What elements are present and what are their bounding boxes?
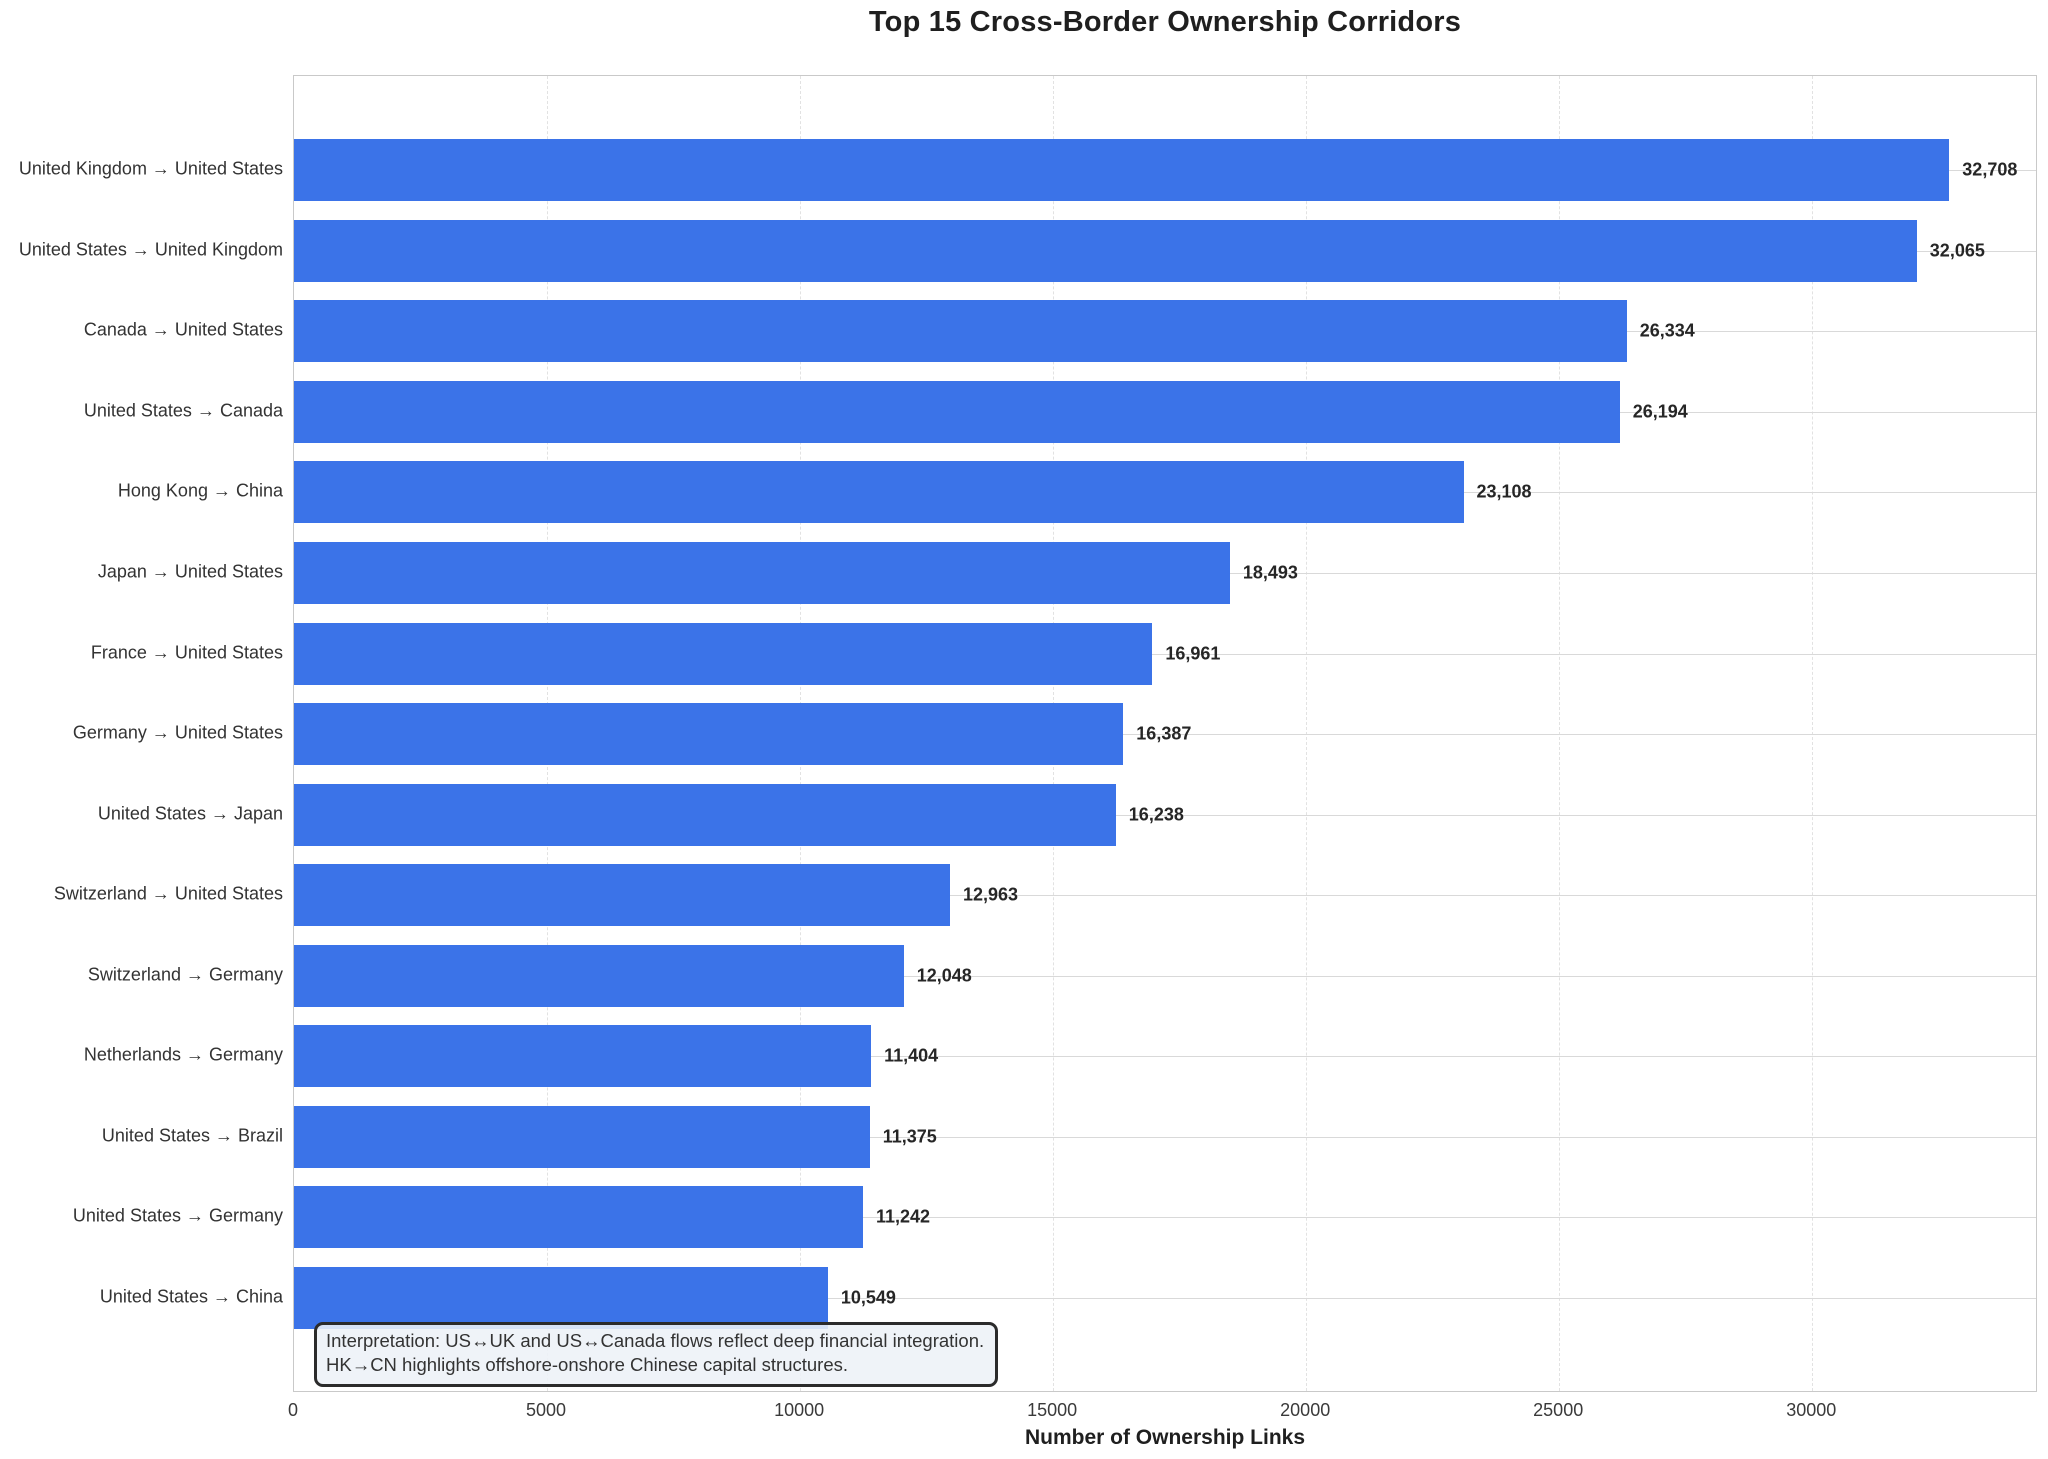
v-gridline [1306,76,1308,1391]
bar-value-label: 11,242 [876,1206,931,1227]
y-axis-category-label: Netherlands → Germany [83,1044,283,1065]
bar [294,1186,863,1249]
bar-value-label: 10,549 [840,1287,896,1308]
bar [294,139,1950,202]
bar [294,944,904,1007]
bar-value-label: 16,387 [1136,723,1192,744]
bar-value-label: 12,963 [963,884,1019,905]
x-axis-tick-labels: 0 5000 10000 15000 20000 25000 30000 [288,1400,2037,1428]
v-gridline [1812,76,1814,1391]
bar [294,622,1153,685]
bar-value-label: 11,375 [882,1126,937,1147]
bar [294,783,1116,846]
h-gridline [294,1136,2036,1138]
y-axis-category-label: Japan → United States [97,561,283,582]
bar-value-label: 23,108 [1476,481,1532,502]
annotation-line-2: HK→CN highlights offshore-onshore Chines… [326,1354,849,1376]
annotation-line-1: Interpretation: US↔UK and US↔Canada flow… [326,1330,985,1351]
y-axis-category-label: United States → Germany [72,1205,283,1226]
h-gridline [294,653,2036,655]
bar-value-label: 26,334 [1639,320,1695,341]
y-axis-category-label: Switzerland → Germany [87,964,283,985]
bar-value-label: 11,404 [884,1045,939,1066]
bar [294,541,1230,604]
y-axis-category-label: France → United States [90,642,283,662]
bar [294,1105,870,1168]
y-axis-category-label: United States → Brazil [101,1125,283,1146]
bar [294,300,1627,363]
y-axis-category-label: United States → Japan [97,803,283,823]
x-tick-label: 10000 [774,1400,825,1420]
bar-value-label: 32,708 [1962,159,2018,180]
bar [294,219,1917,282]
bar-value-label: 16,238 [1128,804,1184,824]
bar [294,1025,872,1088]
y-axis-category-label: United Kingdom → United States [18,158,283,179]
y-axis-category-label: United States → United Kingdom [18,239,283,260]
bar [294,703,1124,765]
bar-value-label: 12,048 [916,965,972,986]
y-axis-category-labels: United Kingdom → United States United Sta… [0,75,283,1392]
bar-value-label: 26,194 [1632,401,1688,422]
x-tick-label: 5000 [525,1400,567,1420]
x-tick-label: 30000 [1786,1400,1837,1420]
bar-value-label: 18,493 [1242,562,1298,583]
h-gridline [294,734,2036,735]
x-axis-label: Number of Ownership Links [1024,1426,1306,1449]
y-axis-category-label: Canada → United States [83,319,283,340]
h-gridline [294,1056,2036,1058]
bar [294,864,950,927]
plot-area: 32,708 32,065 26,334 26,194 23,108 18,493 16,9… [293,75,2037,1392]
y-axis-category-label: Hong Kong → China [117,480,283,501]
h-gridline [294,975,2036,977]
bar-value-label: 16,961 [1165,643,1221,663]
y-axis-category-label: Switzerland → United States [53,883,283,904]
annotation-box: Interpretation: US↔UK and US↔Canada flow… [314,1322,999,1387]
h-gridline [294,895,2036,897]
x-tick-label: 0 [287,1400,299,1420]
bar-value-label: 32,065 [1929,240,1985,261]
h-gridline [294,1217,2036,1219]
v-gridline [1559,76,1561,1391]
y-axis-category-label: United States → Canada [83,400,283,421]
x-tick-label: 20000 [1280,1400,1331,1420]
bar [294,380,1620,443]
h-gridline [294,1297,2036,1299]
y-axis-category-label: United States → China [99,1286,283,1307]
y-axis-category-label: Germany → United States [72,722,283,743]
x-tick-label: 15000 [1027,1400,1078,1420]
chart-title: Top 15 Cross-Border Ownership Corridors [868,6,1462,38]
bar [294,461,1464,524]
bar [294,1266,828,1329]
h-gridline [294,814,2036,816]
x-tick-label: 25000 [1533,1400,1584,1420]
